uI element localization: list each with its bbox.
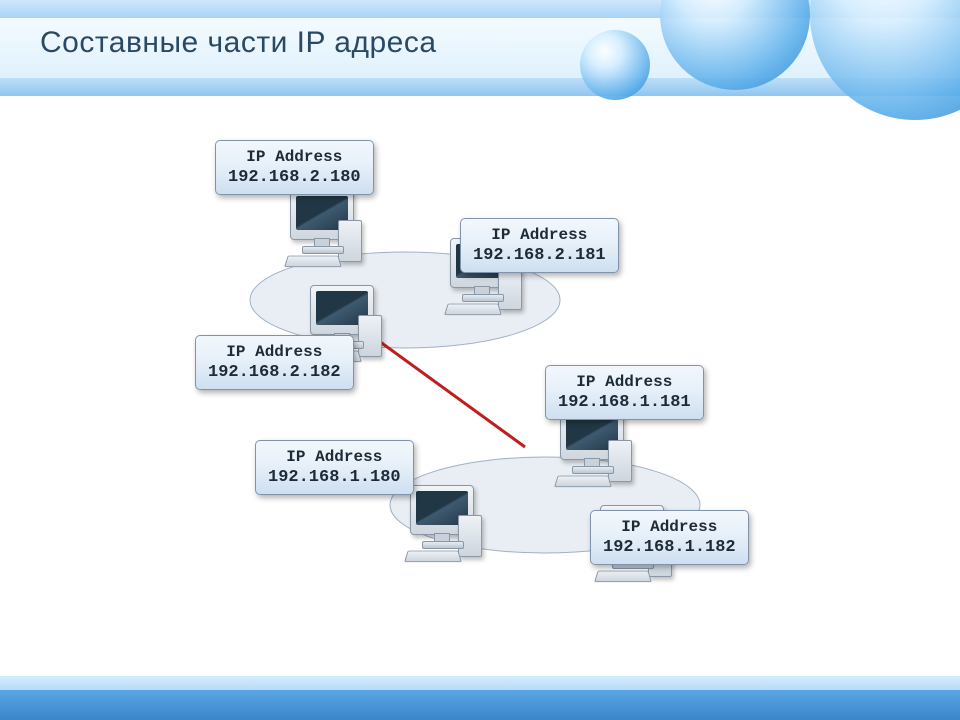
slide: Составные части IP адреса IP Address192.… — [0, 0, 960, 720]
ip-label-caption: IP Address — [208, 342, 341, 362]
ip-label-value: 192.168.1.180 — [268, 467, 401, 488]
footer-bar-top — [0, 676, 960, 690]
ip-label-value: 192.168.2.181 — [473, 245, 606, 266]
ip-label-caption: IP Address — [473, 225, 606, 245]
ip-address-label: IP Address192.168.1.180 — [255, 440, 414, 495]
ip-address-label: IP Address192.168.2.180 — [215, 140, 374, 195]
ip-label-caption: IP Address — [558, 372, 691, 392]
computer-icon — [280, 190, 370, 280]
decor-bubble — [580, 30, 650, 100]
ip-label-caption: IP Address — [603, 517, 736, 537]
ip-label-caption: IP Address — [228, 147, 361, 167]
ip-address-label: IP Address192.168.1.181 — [545, 365, 704, 420]
header-bar-bottom — [0, 78, 960, 96]
ip-label-value: 192.168.2.182 — [208, 362, 341, 383]
ip-label-value: 192.168.1.182 — [603, 537, 736, 558]
ip-address-label: IP Address192.168.2.181 — [460, 218, 619, 273]
ip-label-value: 192.168.1.181 — [558, 392, 691, 413]
diagram-stage: IP Address192.168.2.180IP Address192.168… — [0, 110, 960, 670]
page-title: Составные части IP адреса — [40, 26, 437, 60]
network-svg — [0, 110, 960, 670]
decor-bubble — [810, 0, 960, 120]
footer-bar-bottom — [0, 690, 960, 720]
ip-address-label: IP Address192.168.2.182 — [195, 335, 354, 390]
ip-label-value: 192.168.2.180 — [228, 167, 361, 188]
ip-address-label: IP Address192.168.1.182 — [590, 510, 749, 565]
computer-icon — [400, 485, 490, 575]
ip-label-caption: IP Address — [268, 447, 401, 467]
computer-icon — [550, 410, 640, 500]
